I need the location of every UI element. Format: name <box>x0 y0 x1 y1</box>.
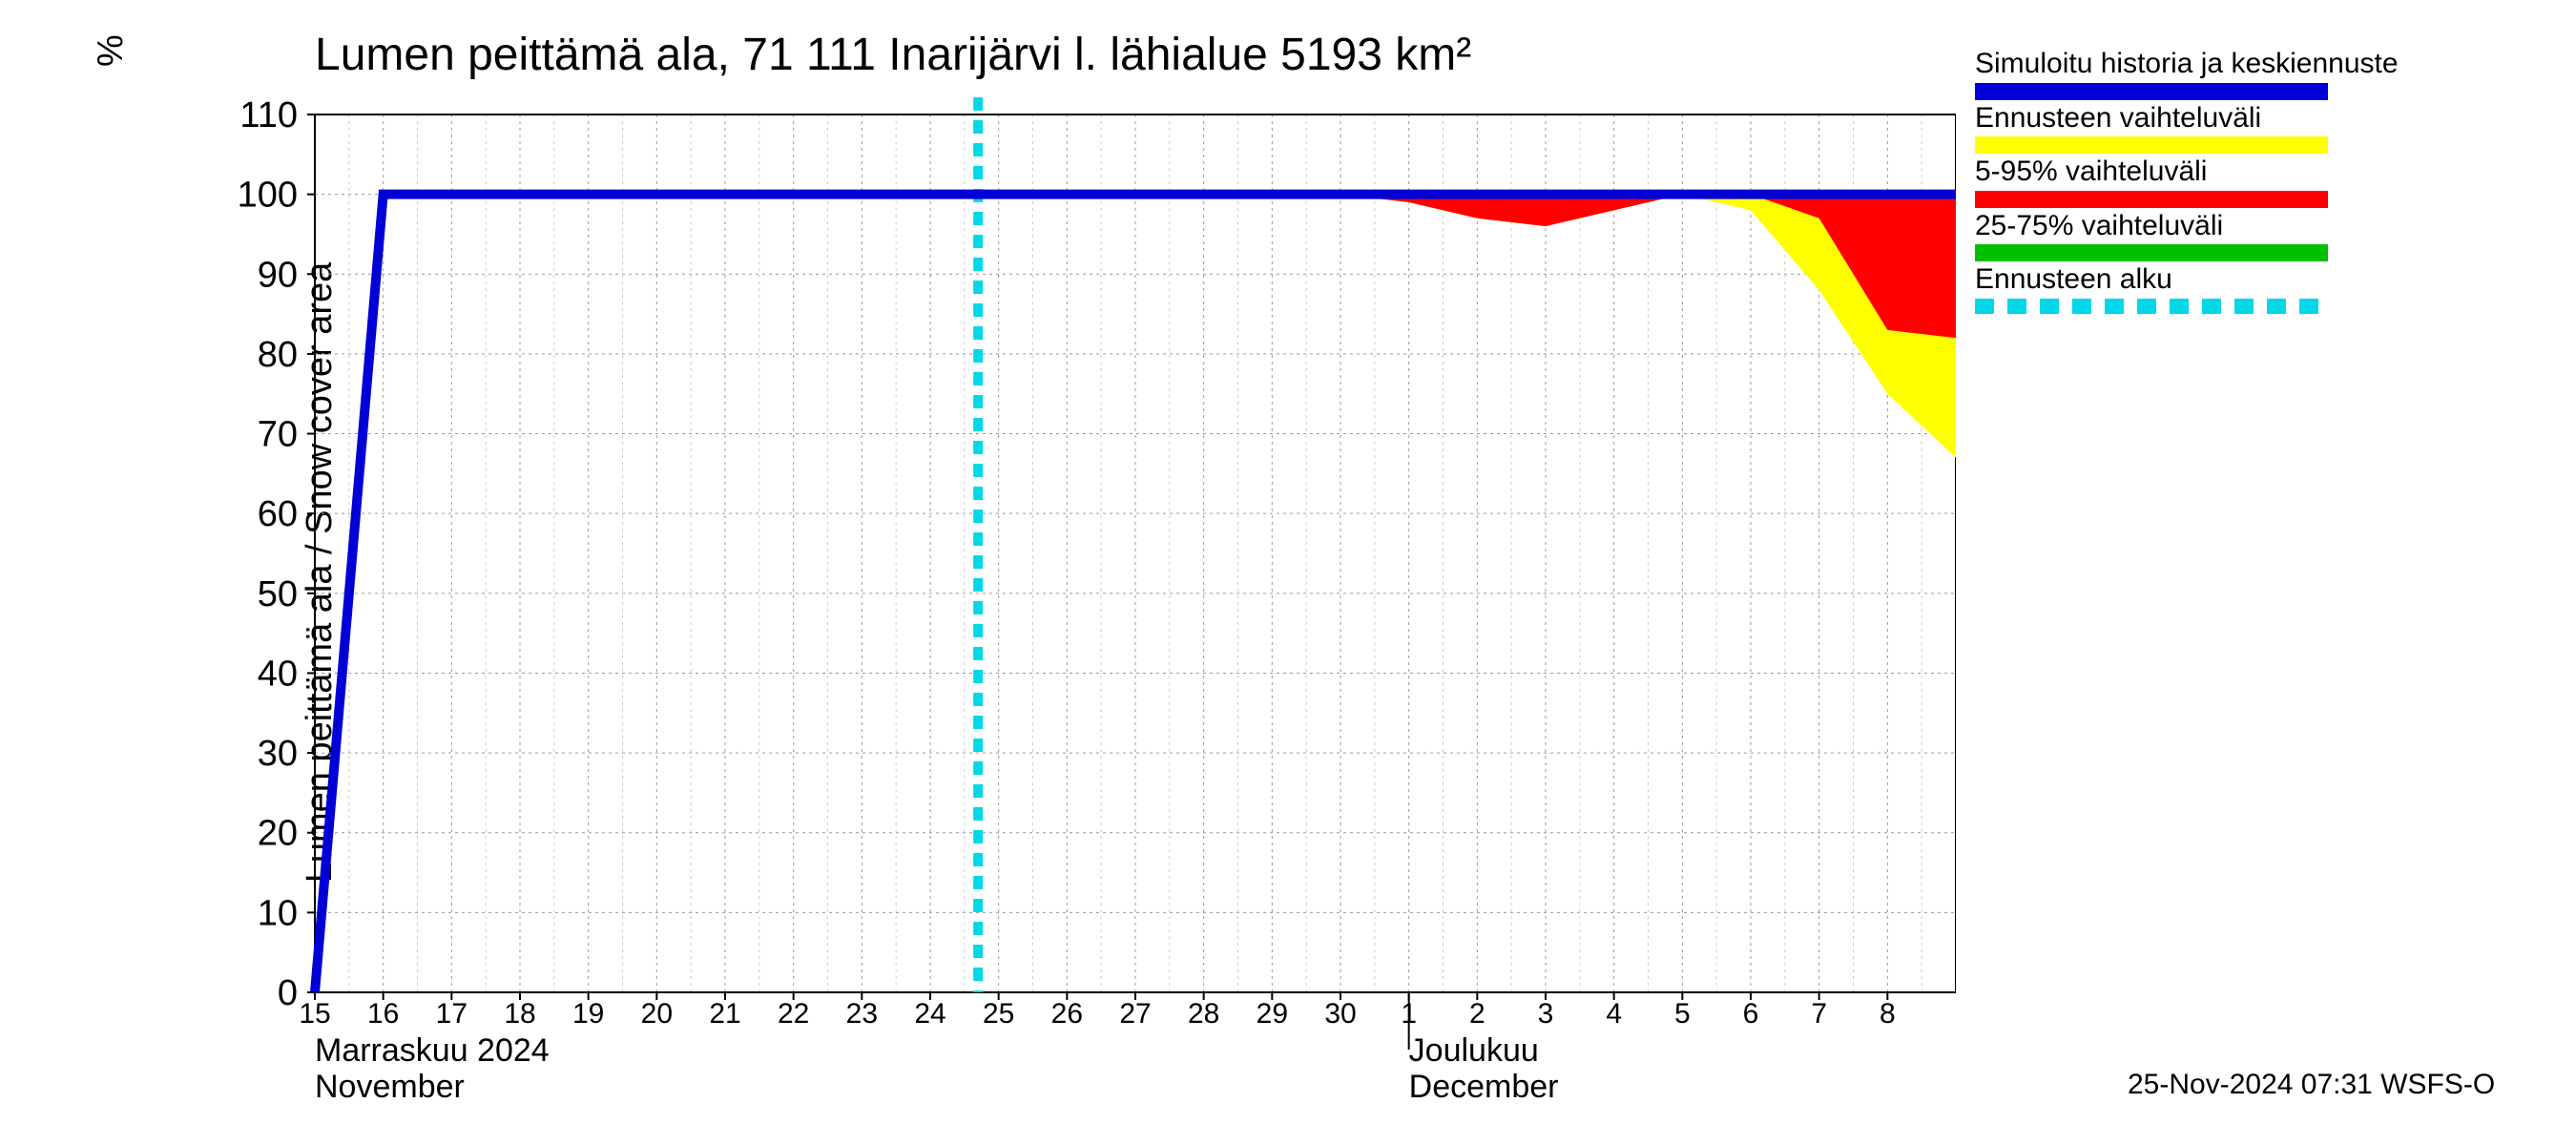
svg-text:23: 23 <box>846 998 878 1030</box>
svg-text:80: 80 <box>258 335 298 375</box>
svg-text:November: November <box>315 1069 465 1105</box>
svg-text:70: 70 <box>258 415 298 455</box>
svg-text:90: 90 <box>258 255 298 295</box>
svg-text:16: 16 <box>367 998 399 1030</box>
svg-text:0: 0 <box>278 973 298 1013</box>
legend-item-blue: Simuloitu historia ja keskiennuste <box>1975 48 2547 100</box>
svg-text:Joulukuu: Joulukuu <box>1409 1032 1539 1069</box>
footer-timestamp: 25-Nov-2024 07:31 WSFS-O <box>2128 1069 2495 1101</box>
svg-text:20: 20 <box>258 814 298 854</box>
svg-text:1: 1 <box>1401 998 1417 1030</box>
svg-text:25: 25 <box>983 998 1014 1030</box>
svg-text:4: 4 <box>1606 998 1622 1030</box>
legend-label: Ennusteen alku <box>1975 263 2547 297</box>
legend-swatch-red <box>1975 191 2328 208</box>
svg-text:60: 60 <box>258 494 298 534</box>
svg-text:7: 7 <box>1811 998 1827 1030</box>
svg-text:17: 17 <box>436 998 467 1030</box>
legend-item-green: 25-75% vaihteluväli <box>1975 210 2547 262</box>
svg-text:18: 18 <box>504 998 535 1030</box>
legend: Simuloitu historia ja keskiennuste Ennus… <box>1975 48 2547 316</box>
svg-text:19: 19 <box>572 998 604 1030</box>
legend-label: 25-75% vaihteluväli <box>1975 210 2547 243</box>
svg-text:28: 28 <box>1188 998 1219 1030</box>
svg-text:3: 3 <box>1538 998 1554 1030</box>
svg-text:December: December <box>1409 1069 1559 1105</box>
svg-text:110: 110 <box>239 95 298 135</box>
legend-label: 5-95% vaihteluväli <box>1975 156 2547 189</box>
svg-text:10: 10 <box>258 893 298 933</box>
svg-text:5: 5 <box>1674 998 1691 1030</box>
y-axis-unit: % <box>91 34 132 67</box>
svg-text:Marraskuu 2024: Marraskuu 2024 <box>315 1032 550 1069</box>
svg-text:20: 20 <box>641 998 673 1030</box>
svg-text:21: 21 <box>709 998 740 1030</box>
svg-text:8: 8 <box>1880 998 1896 1030</box>
plot-area: 0102030405060708090100110151617181920212… <box>315 114 1956 992</box>
svg-text:30: 30 <box>1324 998 1356 1030</box>
svg-text:50: 50 <box>258 574 298 614</box>
svg-text:15: 15 <box>299 998 330 1030</box>
plot-svg: 0102030405060708090100110151617181920212… <box>153 95 1956 1126</box>
legend-label: Ennusteen vaihteluväli <box>1975 102 2547 135</box>
svg-text:2: 2 <box>1469 998 1485 1030</box>
svg-text:100: 100 <box>238 176 298 216</box>
svg-text:27: 27 <box>1119 998 1151 1030</box>
legend-item-yellow: Ennusteen vaihteluväli <box>1975 102 2547 155</box>
svg-text:6: 6 <box>1743 998 1759 1030</box>
svg-text:29: 29 <box>1257 998 1288 1030</box>
legend-label: Simuloitu historia ja keskiennuste <box>1975 48 2547 81</box>
svg-text:40: 40 <box>258 654 298 694</box>
svg-text:22: 22 <box>778 998 809 1030</box>
legend-swatch-yellow <box>1975 136 2328 154</box>
legend-item-cyan: Ennusteen alku <box>1975 263 2547 314</box>
legend-swatch-blue <box>1975 83 2328 100</box>
chart-frame: Lumen peittämä ala / Snow cover area % L… <box>0 0 2576 1145</box>
legend-item-red: 5-95% vaihteluväli <box>1975 156 2547 208</box>
chart-title: Lumen peittämä ala, 71 111 Inarijärvi l.… <box>315 29 1471 81</box>
legend-swatch-green <box>1975 244 2328 261</box>
svg-text:24: 24 <box>914 998 945 1030</box>
svg-text:30: 30 <box>258 734 298 774</box>
svg-text:26: 26 <box>1051 998 1083 1030</box>
legend-swatch-cyan <box>1975 299 2328 314</box>
